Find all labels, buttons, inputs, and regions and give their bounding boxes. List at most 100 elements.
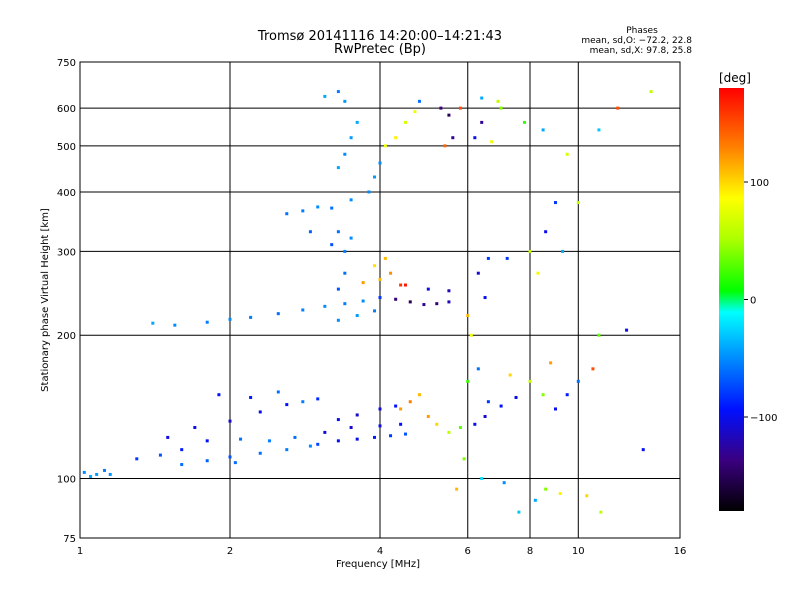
colorbar-tick-label: −100 [750,413,777,424]
data-point [180,448,184,452]
data-point [443,144,447,148]
data-point [205,439,209,443]
data-point [394,297,398,301]
data-point [486,400,490,404]
x-tick-label: 6 [465,546,471,557]
data-point [336,166,340,170]
data-point [417,393,421,397]
data-point [336,230,340,234]
data-point [403,283,407,287]
data-point [544,487,548,491]
data-point [228,317,232,321]
data-point [336,418,340,422]
data-point [349,198,353,202]
data-point [435,422,439,426]
data-point [476,367,480,371]
data-point [316,442,320,446]
y-tick-label: 200 [57,331,76,342]
data-point [447,430,451,434]
data-point [89,474,93,478]
data-point [166,435,170,439]
data-point [462,457,466,461]
data-point [408,300,412,304]
data-point [641,448,645,452]
data-point [473,422,477,426]
data-point [285,212,289,216]
data-point [561,249,565,253]
data-point [343,249,347,253]
data-point [426,414,430,418]
y-tick-label: 600 [57,104,76,115]
data-point [625,328,629,332]
data-point [355,413,359,417]
data-point [439,106,443,110]
data-point [158,453,162,457]
data-point [343,302,347,306]
data-point [233,461,237,465]
data-point [435,302,439,306]
data-point [447,289,451,293]
data-point [399,283,403,287]
data-point [323,94,327,98]
data-point [361,281,365,285]
data-point [553,201,557,205]
data-point [355,120,359,124]
data-point [553,407,557,411]
data-point [373,264,377,268]
data-point [576,201,580,205]
data-point [316,397,320,401]
data-point [349,236,353,240]
data-point [597,128,601,132]
data-point [267,439,271,443]
data-point [528,249,532,253]
data-point [517,510,521,514]
data-point [301,209,305,213]
x-axis-label: Frequency [MHz] [336,559,420,570]
data-point [486,256,490,260]
colorbar-ticks: 100 0 −100 [744,178,777,424]
colorbar [719,88,744,511]
data-point [373,175,377,179]
data-point [336,287,340,291]
data-point [649,90,653,94]
data-point [173,323,177,327]
data-point [217,393,221,397]
data-point [505,256,509,260]
data-point [316,205,320,209]
data-point [343,271,347,275]
data-point [585,494,589,498]
data-point [205,320,209,324]
data-point [408,400,412,404]
data-point [558,492,562,496]
data-point [591,367,595,371]
data-point [361,299,365,303]
data-point [330,243,334,247]
data-point [447,113,451,117]
data-point [499,404,503,408]
data-point [378,296,382,300]
data-point [473,136,477,140]
stats-header: Phases [626,26,658,36]
data-point [239,437,243,441]
y-tick-label: 300 [57,247,76,258]
data-point [458,106,462,110]
data-point [343,152,347,156]
data-point [355,437,359,441]
data-point [480,120,484,124]
data-point [389,271,393,275]
data-point [258,451,262,455]
data-point [451,136,455,140]
data-point [180,463,184,467]
data-point [336,439,340,443]
data-point [403,432,407,436]
data-point [480,477,484,481]
data-point [394,404,398,408]
data-point [483,414,487,418]
x-tick-label: 2 [227,546,233,557]
data-point [330,206,334,210]
data-point [228,419,232,423]
colorbar-tick-label: 100 [750,178,769,189]
data-point [323,430,327,434]
data-point [403,120,407,124]
